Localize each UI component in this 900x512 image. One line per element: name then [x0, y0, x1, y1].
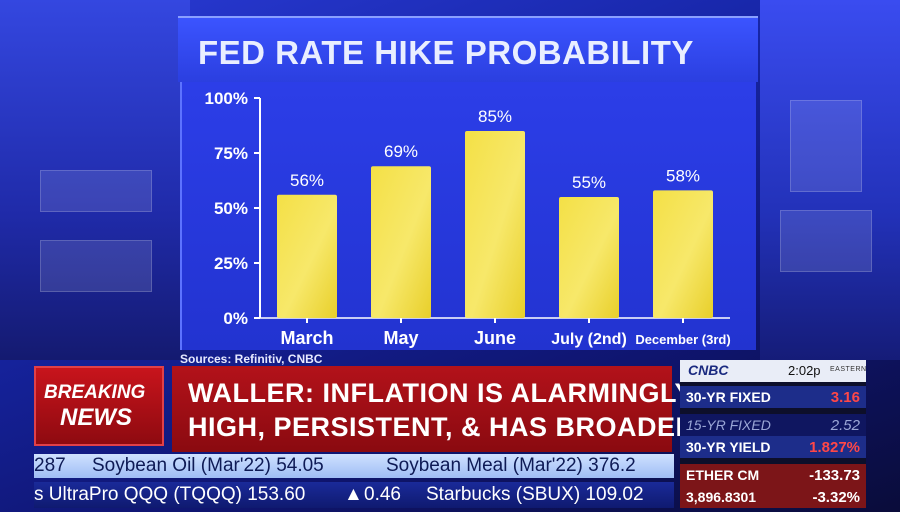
market-row-label: 15-YR FIXED — [686, 417, 771, 433]
market-row-label: 3,896.8301 — [686, 489, 757, 505]
breaking-news-badge: BREAKING NEWS — [34, 366, 164, 446]
y-tick-label: 50% — [214, 199, 248, 218]
chart-area: 100% 75% 50% 25% 0% 56% March 69% May 85% June 55% J… — [180, 82, 756, 350]
ticker-item: 287 — [34, 455, 66, 476]
studio-left-wall — [0, 0, 190, 360]
market-row-value: 1.827% — [809, 439, 860, 456]
headline-line-1: WALLER: INFLATION IS ALARMINGLY — [188, 378, 693, 408]
ticker-top: 287 Soybean Oil (Mar'22) 54.05 Soybean M… — [34, 454, 674, 478]
x-tick-label: December (3rd) — [635, 332, 730, 347]
bar-value-label: 85% — [478, 107, 512, 126]
ticker-item: Soybean Oil (Mar'22) 54.05 — [92, 455, 324, 476]
market-row-label: 30-YR FIXED — [686, 389, 771, 405]
x-tick-label: March — [280, 328, 333, 348]
market-row-value: 2.52 — [830, 417, 860, 434]
market-row: 30-YR YIELD 1.827% — [680, 436, 866, 458]
market-row-label: ETHER CM — [686, 467, 760, 483]
market-row: 15-YR FIXED 2.52 — [680, 414, 866, 436]
ticker-item: Soybean Meal (Mar'22) 376.2 — [386, 455, 636, 476]
market-row: ETHER CM -133.73 — [680, 464, 866, 486]
market-row-label: 30-YR YIELD — [686, 439, 771, 455]
chart-source: Sources: Refinitiv, CNBC — [180, 352, 323, 366]
breaking-label: BREAKING — [44, 382, 146, 403]
studio-shelf — [790, 100, 862, 192]
cnbc-logo: CNBC — [688, 362, 729, 378]
ticker-bottom: s UltraPro QQQ (TQQQ) 153.60 ▲ 0.46 Star… — [34, 482, 674, 508]
bar — [371, 166, 431, 318]
x-tick-label: June — [474, 328, 516, 348]
bar-chart: 100% 75% 50% 25% 0% 56% March 69% May 85% June 55% J… — [205, 89, 731, 348]
y-tick-label: 100% — [205, 89, 248, 108]
y-tick-label: 25% — [214, 254, 248, 273]
chart-title: FED RATE HIKE PROBABILITY — [198, 34, 694, 71]
market-row: 30-YR FIXED 3.16 — [680, 386, 866, 408]
headline-line-2: HIGH, PERSISTENT, & HAS BROADENED — [188, 412, 735, 442]
ticker-item: s UltraPro QQQ (TQQQ) 153.60 — [34, 484, 306, 505]
x-tick-label: July (2nd) — [551, 331, 627, 348]
market-row-value: -133.73 — [809, 467, 860, 484]
headline-banner: WALLER: INFLATION IS ALARMINGLY HIGH, PE… — [172, 366, 734, 452]
ticker-item: Starbucks (SBUX) 109.02 — [426, 484, 644, 505]
y-tick-label: 75% — [214, 144, 248, 163]
bar-value-label: 55% — [572, 173, 606, 192]
bar-value-label: 69% — [384, 142, 418, 161]
chart-title-bar: FED RATE HIKE PROBABILITY — [178, 16, 758, 82]
y-tick-label: 0% — [223, 309, 248, 328]
bar — [465, 131, 525, 318]
chart-panel: FED RATE HIKE PROBABILITY 100% 75% 50% 25% 0… — [168, 4, 768, 366]
market-box: CNBC 2:02p EASTERN 30-YR FIXED 3.16 15-Y… — [680, 360, 866, 508]
market-row-value: 3.16 — [830, 389, 860, 406]
market-box-header: CNBC 2:02p EASTERN — [680, 360, 866, 382]
bar-value-label: 58% — [666, 166, 700, 185]
bar-value-label: 56% — [290, 171, 324, 190]
studio-shelf — [780, 210, 872, 272]
clock-timezone: EASTERN — [830, 366, 867, 373]
x-tick-label: May — [383, 328, 418, 348]
clock-time: 2:02p — [788, 363, 821, 378]
studio-shelf — [40, 240, 152, 292]
up-arrow-icon: ▲ — [344, 484, 363, 505]
studio-right-wall — [760, 0, 900, 360]
bar — [653, 190, 713, 318]
bar — [277, 194, 337, 318]
news-label: NEWS — [60, 404, 132, 431]
bar — [559, 197, 619, 318]
market-row-value: -3.32% — [812, 489, 860, 506]
ticker-change: 0.46 — [364, 484, 401, 505]
studio-shelf — [40, 170, 152, 212]
market-row: 3,896.8301 -3.32% — [680, 486, 866, 508]
